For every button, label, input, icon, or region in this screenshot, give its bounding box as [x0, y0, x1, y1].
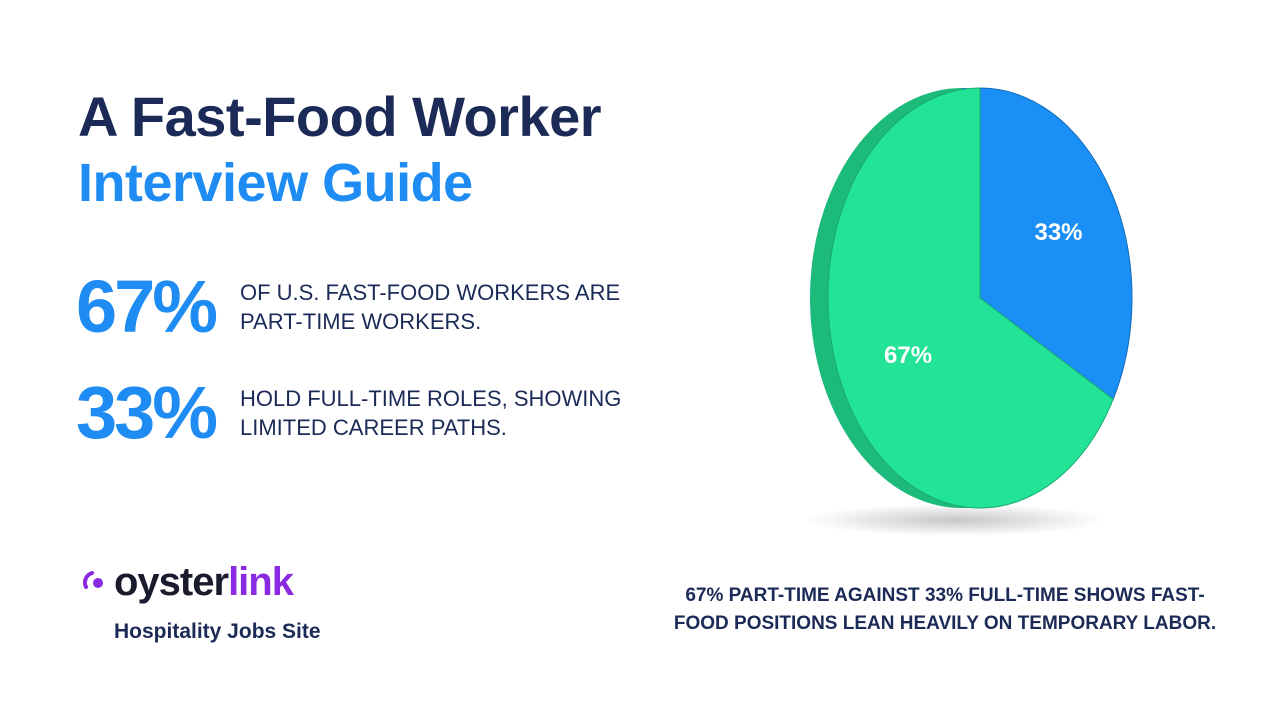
stat-text-line: LIMITED CAREER PATHS.: [240, 415, 507, 440]
page-title: A Fast-Food Worker: [78, 85, 602, 148]
pie-chart: 33% 67%: [805, 87, 1133, 536]
pie-slices: [827, 87, 1133, 509]
pie-slice-label: 67%: [884, 342, 932, 369]
stat-text-line: HOLD FULL-TIME ROLES, SHOWING: [240, 386, 622, 411]
logo-text-oyster: oyster: [114, 560, 229, 604]
pie-shadow: [805, 504, 1105, 536]
logo-tagline: Hospitality Jobs Site: [114, 620, 321, 643]
caption-line: FOOD POSITIONS LEAN HEAVILY ON TEMPORARY…: [673, 613, 1217, 634]
caption-line: 67% PART-TIME AGAINST 33% FULL-TIME SHOW…: [685, 585, 1205, 606]
stat-number: 67%: [76, 265, 218, 348]
logo-text-link: link: [228, 560, 294, 604]
pie-labels: 33% 67%: [884, 219, 1083, 369]
oysterlink-logo: oyster link: [80, 560, 294, 604]
stat-part-time: 67% OF U.S. FAST-FOOD WORKERS ARE PART-T…: [76, 270, 620, 344]
page-subtitle: Interview Guide: [78, 153, 473, 213]
pie-slice: [827, 87, 1114, 509]
stat-text-line: OF U.S. FAST-FOOD WORKERS ARE: [240, 280, 621, 305]
stat-text: HOLD FULL-TIME ROLES, SHOWING LIMITED CA…: [240, 384, 621, 442]
pie-slice-label: 33%: [1034, 219, 1082, 246]
oysterlink-logo-icon: [82, 571, 103, 589]
stat-full-time: 33% HOLD FULL-TIME ROLES, SHOWING LIMITE…: [76, 376, 621, 450]
stat-text: OF U.S. FAST-FOOD WORKERS ARE PART-TIME …: [240, 278, 620, 336]
stat-text-line: PART-TIME WORKERS.: [240, 309, 482, 334]
chart-caption: 67% PART-TIME AGAINST 33% FULL-TIME SHOW…: [640, 582, 1250, 638]
stat-number: 33%: [76, 371, 218, 454]
pie-slice: [979, 87, 1133, 400]
